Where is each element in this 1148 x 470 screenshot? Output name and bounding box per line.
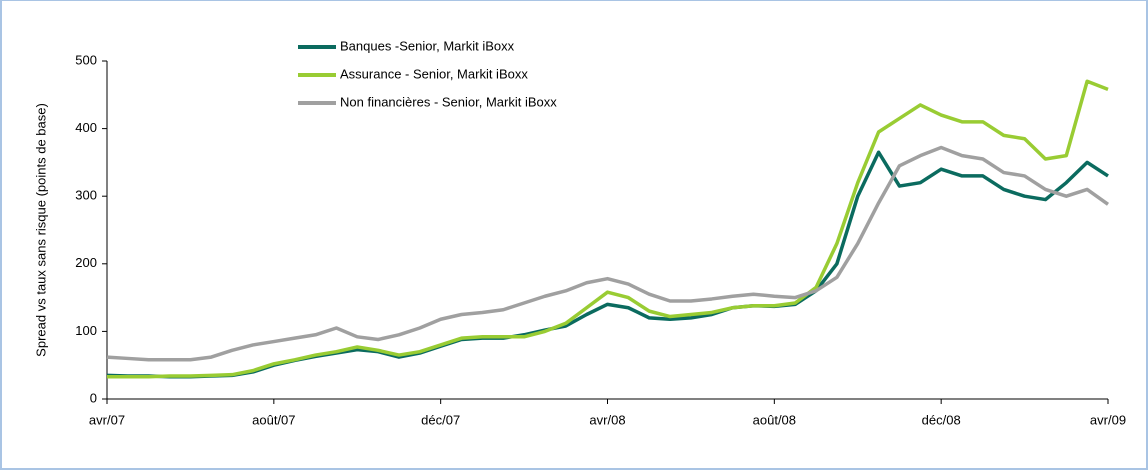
series-line	[106, 145, 1110, 362]
series-line	[107, 79, 1109, 379]
y-tick-label: 400	[75, 120, 97, 135]
y-axis-label: Spread vs taux sans risque (points de ba…	[33, 103, 48, 357]
y-tick-label: 200	[75, 255, 97, 270]
legend-label: Non financières - Senior, Markit iBoxx	[340, 94, 557, 109]
y-tick-label: 500	[75, 52, 97, 67]
x-tick-label: août/07	[252, 412, 295, 427]
y-tick-label: 300	[75, 188, 97, 203]
x-tick-label: avr/07	[89, 412, 125, 427]
legend-label: Banques -Senior, Markit iBoxx	[340, 38, 515, 53]
x-tick-label: déc/07	[421, 412, 460, 427]
x-tick-label: avr/08	[589, 412, 625, 427]
legend-label: Assurance - Senior, Markit iBoxx	[340, 66, 528, 81]
x-tick-label: août/08	[753, 412, 796, 427]
x-tick-label: avr/09	[1090, 412, 1126, 427]
x-tick-label: déc/08	[922, 412, 961, 427]
y-tick-label: 100	[75, 323, 97, 338]
y-tick-label: 0	[90, 390, 97, 405]
